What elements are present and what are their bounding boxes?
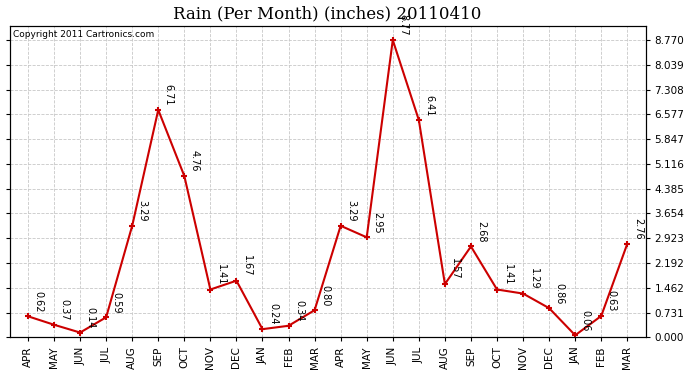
Text: 0.86: 0.86	[555, 283, 564, 304]
Text: 0.80: 0.80	[320, 285, 330, 306]
Text: 0.62: 0.62	[34, 291, 43, 312]
Text: 1.57: 1.57	[451, 258, 460, 280]
Text: 1.67: 1.67	[242, 255, 252, 276]
Text: 6.41: 6.41	[424, 94, 435, 116]
Text: 2.76: 2.76	[633, 218, 643, 240]
Text: Copyright 2011 Cartronics.com: Copyright 2011 Cartronics.com	[13, 30, 154, 39]
Text: 2.95: 2.95	[373, 211, 382, 233]
Text: 0.24: 0.24	[268, 303, 278, 325]
Text: 1.29: 1.29	[529, 268, 539, 290]
Text: 3.29: 3.29	[138, 200, 148, 222]
Text: 8.77: 8.77	[398, 14, 408, 36]
Text: 1.41: 1.41	[216, 264, 226, 285]
Text: 6.71: 6.71	[164, 84, 174, 106]
Text: 1.41: 1.41	[502, 264, 513, 285]
Text: 0.14: 0.14	[86, 307, 96, 328]
Title: Rain (Per Month) (inches) 20110410: Rain (Per Month) (inches) 20110410	[173, 6, 482, 22]
Text: 4.76: 4.76	[190, 150, 200, 172]
Text: 0.63: 0.63	[607, 290, 617, 312]
Text: 0.59: 0.59	[112, 292, 121, 313]
Text: 0.37: 0.37	[59, 299, 70, 321]
Text: 0.06: 0.06	[581, 310, 591, 331]
Text: 2.68: 2.68	[477, 221, 486, 242]
Text: 3.29: 3.29	[346, 200, 356, 222]
Text: 0.34: 0.34	[294, 300, 304, 322]
